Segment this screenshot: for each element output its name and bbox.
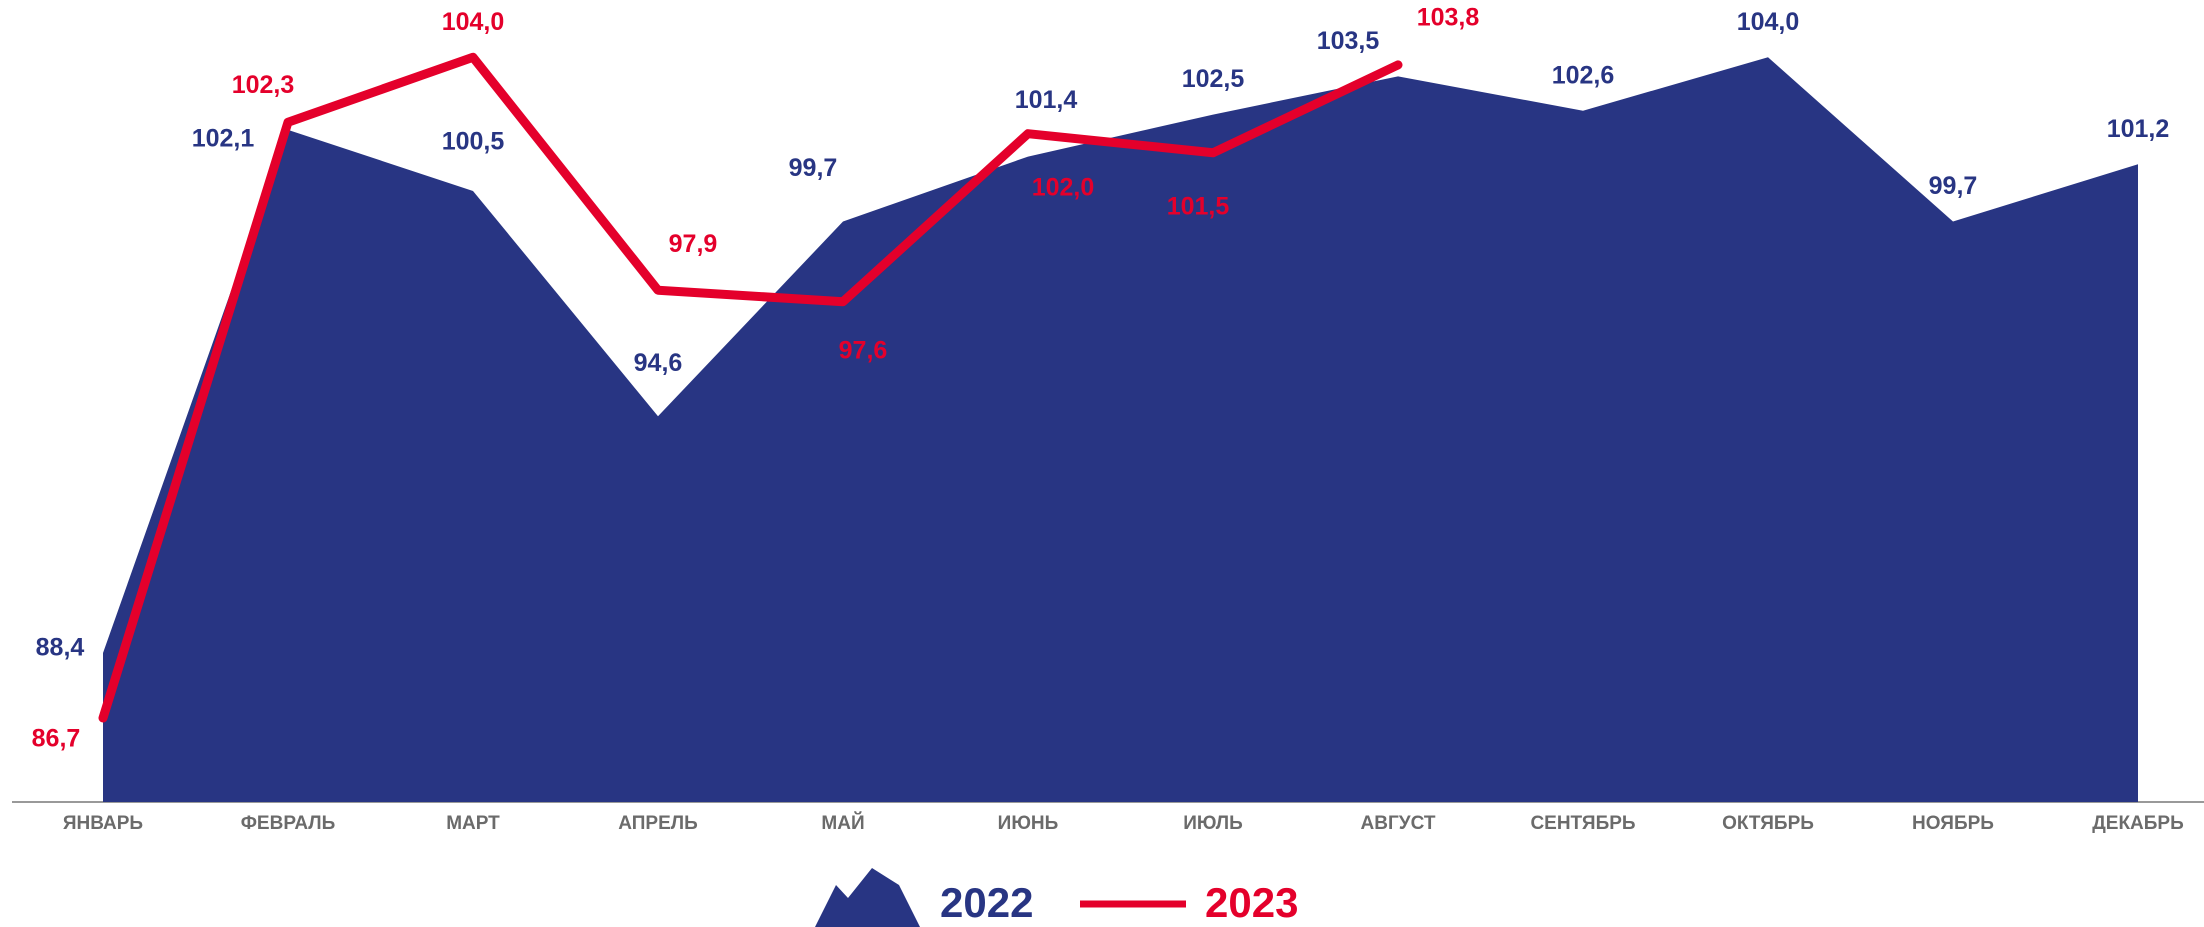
x-tick-label: АВГУСТ xyxy=(1361,813,1436,834)
data-label: 104,0 xyxy=(442,8,505,36)
data-label: 103,8 xyxy=(1417,4,1480,32)
data-label: 102,3 xyxy=(232,71,295,99)
x-tick-label: ДЕКАБРЬ xyxy=(2092,813,2184,834)
x-tick-label: ИЮНЬ xyxy=(998,813,1059,834)
x-tick-label: ФЕВРАЛЬ xyxy=(241,813,336,834)
legend-icon-area xyxy=(815,868,920,927)
x-tick-label: СЕНТЯБРЬ xyxy=(1530,813,1635,834)
data-label: 94,6 xyxy=(634,349,683,377)
data-label: 86,7 xyxy=(32,725,81,753)
data-label: 102,5 xyxy=(1182,65,1245,93)
legend-label: 2023 xyxy=(1205,879,1298,926)
data-label: 102,0 xyxy=(1032,173,1095,201)
data-label: 101,5 xyxy=(1167,192,1230,220)
x-tick-label: МАРТ xyxy=(446,813,500,834)
data-label: 99,7 xyxy=(1929,172,1978,200)
area xyxy=(103,57,2138,803)
data-label: 88,4 xyxy=(36,634,85,662)
x-tick-label: НОЯБРЬ xyxy=(1912,813,1994,834)
data-label: 103,5 xyxy=(1317,27,1380,55)
data-label: 104,0 xyxy=(1737,8,1800,36)
data-label: 101,4 xyxy=(1015,86,1078,114)
x-tick-label: АПРЕЛЬ xyxy=(618,813,697,834)
line xyxy=(98,52,1403,723)
x-tick-label: ЯНВАРЬ xyxy=(63,813,143,834)
x-tick-label: МАЙ xyxy=(821,812,864,834)
x-tick-label: ИЮЛЬ xyxy=(1183,813,1243,834)
data-label: 102,6 xyxy=(1552,61,1615,89)
data-label: 99,7 xyxy=(789,154,838,182)
data-label: 102,1 xyxy=(192,124,255,152)
data-label: 101,2 xyxy=(2107,115,2170,143)
data-label: 100,5 xyxy=(442,128,505,156)
data-label: 97,9 xyxy=(669,230,718,258)
legend-label: 2022 xyxy=(940,879,1033,926)
data-label: 97,6 xyxy=(839,336,888,364)
x-tick-label: ОКТЯБРЬ xyxy=(1722,813,1814,834)
